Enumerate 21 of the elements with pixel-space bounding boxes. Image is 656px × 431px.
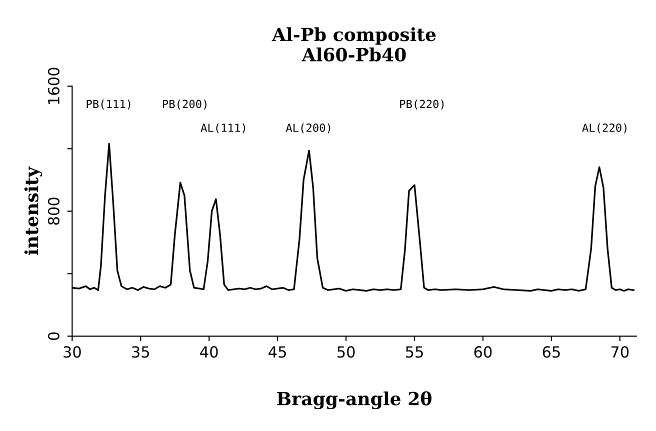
x-tick-label: 70 [611,346,629,358]
y-tick-label: 1600 [48,68,60,104]
x-tick-label: 40 [200,346,218,358]
x-tick-label: 60 [474,346,492,358]
annotation: AL(200) [286,123,330,134]
annotation: PB(220) [400,100,444,110]
x-axis-title: Bragg-angle 2θ [277,391,432,410]
annotation: PB(111) [86,100,130,110]
y-axis-title: intensity [24,166,42,255]
annotation: AL(111) [200,123,246,134]
x-tick-label: 65 [542,346,560,358]
y-tick-label: 800 [48,198,60,225]
annotation: AL(220) [582,123,626,134]
x-tick-label: 45 [268,346,286,358]
x-tick-label: 55 [406,346,423,358]
x-tick-label: 30 [64,346,81,358]
x-tick-label: 35 [132,346,150,358]
x-tick-label: 50 [337,346,355,358]
annotation: PB(200) [162,100,206,110]
chart-title: Al-Pb composite Al60-Pb40 [272,27,436,62]
y-tick-label: 0 [48,332,60,340]
